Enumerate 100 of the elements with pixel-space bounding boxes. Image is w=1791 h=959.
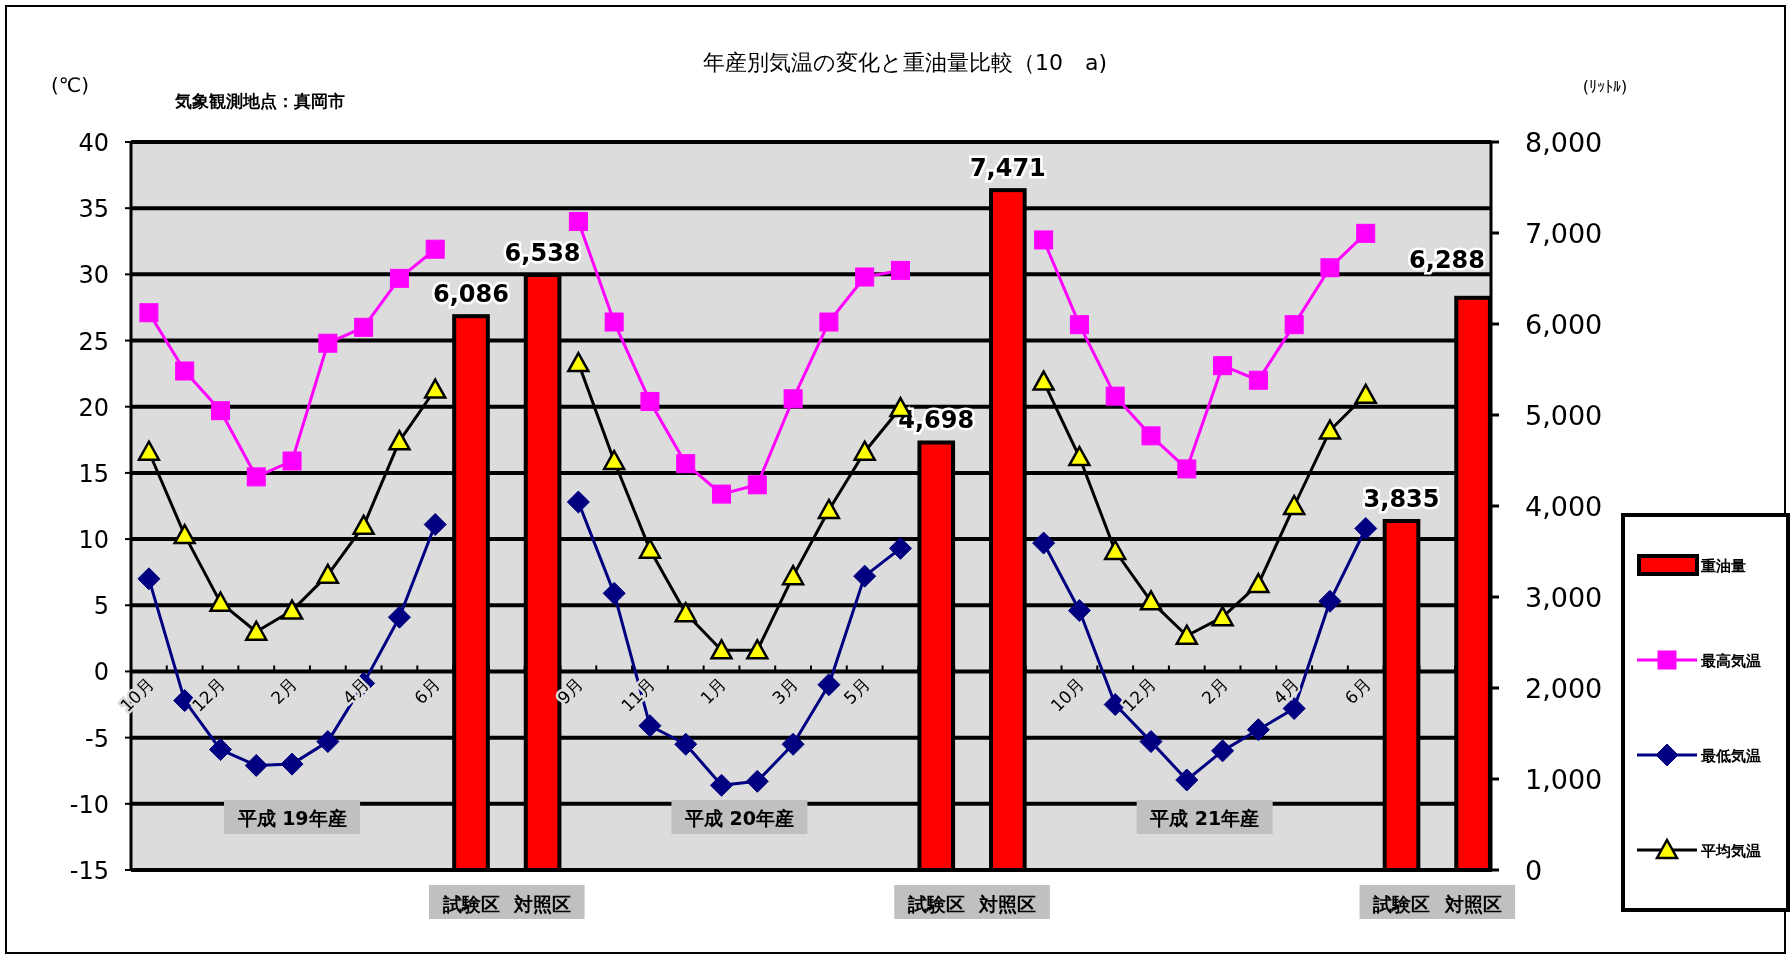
point xyxy=(640,391,660,411)
x-tick-label: 12月 xyxy=(1118,674,1160,716)
point xyxy=(890,260,910,280)
point xyxy=(1032,531,1056,555)
x-tick-label: 10月 xyxy=(1046,674,1089,716)
point xyxy=(209,591,232,612)
x-tick-label: 9月 xyxy=(553,674,588,708)
point xyxy=(389,268,409,288)
point xyxy=(137,567,161,591)
x-tick-label: 5月 xyxy=(839,674,874,708)
point xyxy=(712,484,732,504)
point xyxy=(853,440,876,461)
point xyxy=(423,378,447,399)
point xyxy=(318,333,338,353)
point xyxy=(1067,599,1091,623)
x-tick-label: 2月 xyxy=(267,674,301,708)
point xyxy=(139,303,159,323)
point xyxy=(674,732,698,756)
point xyxy=(1032,370,1055,391)
point xyxy=(1068,445,1091,467)
point xyxy=(1175,768,1199,792)
data-label: 3,835 xyxy=(1363,485,1440,514)
y-tick-label: 30 xyxy=(78,261,109,290)
point xyxy=(602,581,626,605)
point xyxy=(566,490,590,514)
point xyxy=(888,536,912,560)
point xyxy=(638,538,662,559)
y-tick-label: 25 xyxy=(78,327,109,356)
point xyxy=(817,673,841,697)
point xyxy=(1211,739,1235,763)
point xyxy=(746,639,769,660)
x-tick-label: 試験区 xyxy=(906,893,965,915)
point xyxy=(280,599,304,620)
point xyxy=(567,351,590,373)
point xyxy=(1139,590,1163,611)
point xyxy=(1246,718,1270,742)
x-tick-label: 対照区 xyxy=(1443,893,1502,915)
point xyxy=(1284,315,1304,335)
x-tick-label: 1月 xyxy=(696,674,731,708)
point xyxy=(1175,624,1199,645)
y2-tick-label: 7,000 xyxy=(1525,218,1603,249)
point xyxy=(710,773,734,797)
point xyxy=(1247,572,1270,594)
point xyxy=(1103,539,1127,561)
y2-tick-label: 6,000 xyxy=(1525,309,1603,340)
point xyxy=(819,312,839,332)
annotation: 平成 19年産 xyxy=(236,807,347,829)
point xyxy=(1139,730,1163,754)
point xyxy=(387,605,411,629)
point xyxy=(1213,356,1233,376)
x-tick-label: 対照区 xyxy=(513,893,572,915)
point xyxy=(817,498,841,520)
point xyxy=(1354,517,1378,540)
point xyxy=(1177,459,1197,479)
legend-label: 平均気温 xyxy=(1700,842,1761,860)
y-tick-label: 0 xyxy=(93,658,109,687)
point xyxy=(602,449,626,471)
point xyxy=(352,514,375,536)
point xyxy=(1141,426,1161,446)
data-label: 6,538 xyxy=(504,239,581,268)
legend-label: 最低気温 xyxy=(1700,747,1761,765)
x-tick-label: 対照区 xyxy=(978,893,1037,915)
point xyxy=(781,564,805,586)
y-tick-label: -10 xyxy=(69,790,109,819)
y2-tick-label: 3,000 xyxy=(1525,582,1603,613)
point xyxy=(855,267,875,287)
point xyxy=(425,239,445,259)
annotation: 平成 20年産 xyxy=(683,807,794,829)
x-tick-label: 6月 xyxy=(410,674,445,708)
x-tick-label: 12月 xyxy=(187,674,230,716)
point xyxy=(282,451,302,471)
y2-axis-title: (ﾘｯﾄﾙ) xyxy=(1582,77,1628,96)
y-tick-label: -15 xyxy=(69,857,109,885)
point xyxy=(173,523,196,545)
point xyxy=(1105,386,1125,406)
point xyxy=(674,601,697,623)
y2-tick-label: 0 xyxy=(1525,855,1543,886)
point xyxy=(1248,370,1268,390)
point xyxy=(1356,223,1376,243)
point xyxy=(316,563,340,585)
point xyxy=(244,753,268,777)
point xyxy=(1318,419,1342,440)
y2-tick-label: 2,000 xyxy=(1525,673,1603,704)
point xyxy=(1320,258,1340,278)
y-tick-label: 20 xyxy=(78,393,109,422)
point xyxy=(137,440,161,461)
legend-label: 最高気温 xyxy=(1700,652,1761,670)
y-tick-label: 40 xyxy=(78,129,109,157)
point xyxy=(853,564,877,588)
x-tick-label: 4月 xyxy=(338,674,373,708)
point xyxy=(316,730,340,754)
point xyxy=(1354,383,1377,405)
point xyxy=(745,769,769,793)
y-axis-title: (℃) xyxy=(50,73,90,97)
point xyxy=(604,312,624,332)
point xyxy=(423,513,447,537)
text: 気象観測地点：真岡市 xyxy=(174,91,345,111)
data-label: 7,471 xyxy=(969,154,1046,183)
point xyxy=(245,620,268,641)
point xyxy=(783,389,803,409)
